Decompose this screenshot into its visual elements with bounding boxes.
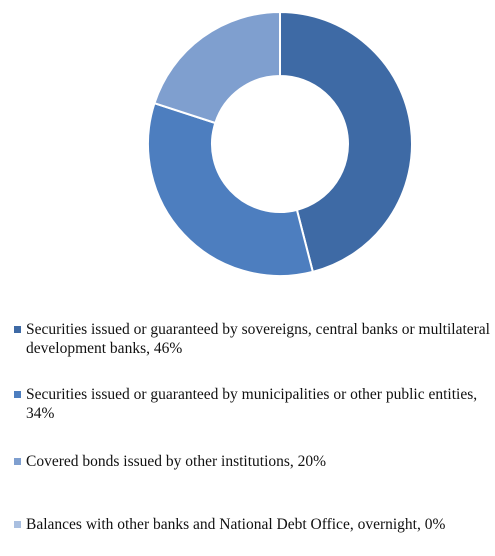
legend-label: Covered bonds issued by other institutio… bbox=[26, 453, 327, 470]
legend-swatch bbox=[14, 521, 21, 528]
legend-swatch bbox=[14, 391, 21, 398]
donut-slice-2 bbox=[153, 10, 281, 125]
legend-item-covered-bonds: Covered bonds issued by other institutio… bbox=[12, 452, 490, 471]
legend-item-municipalities: Securities issued or guaranteed by munic… bbox=[12, 385, 490, 423]
donut-slice-0 bbox=[279, 10, 413, 274]
legend-label: Securities issued or guaranteed by munic… bbox=[26, 386, 478, 422]
legend-swatch bbox=[14, 458, 21, 465]
legend-swatch bbox=[14, 326, 21, 333]
legend-item-sovereigns: Securities issued or guaranteed by sover… bbox=[12, 320, 490, 358]
donut-chart bbox=[147, 10, 413, 277]
legend-item-balances: Balances with other banks and National D… bbox=[12, 515, 490, 534]
legend-label: Securities issued or guaranteed by sover… bbox=[26, 321, 490, 357]
legend-label: Balances with other banks and National D… bbox=[26, 516, 446, 533]
donut-slice-1 bbox=[147, 101, 315, 277]
